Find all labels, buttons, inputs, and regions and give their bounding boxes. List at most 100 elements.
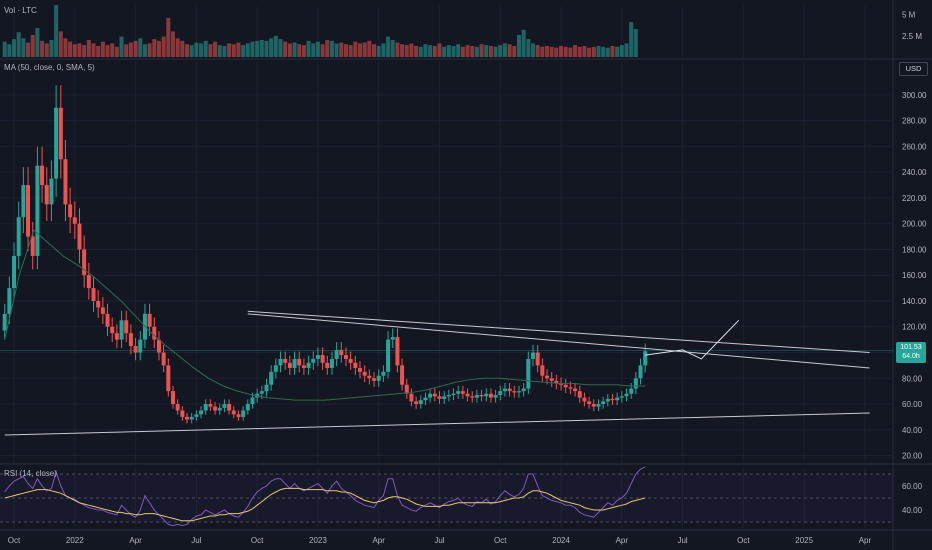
candlesticks[interactable] [2,85,648,424]
candle-body [484,393,489,397]
currency-button[interactable]: USD [899,62,928,76]
candle-body [540,365,545,376]
candle-down [488,388,493,403]
volume-bar [320,44,325,57]
candle-body [175,404,180,411]
candle-body [362,371,367,376]
candle-down [362,365,367,383]
candle-down [559,377,564,391]
volume-bar [428,45,433,57]
candle-body [147,313,152,327]
candle-down [535,344,540,373]
candle-up [278,351,283,373]
candle-body [493,395,498,398]
candle-body [58,107,63,160]
price-tick-label: 220.00 [902,194,927,203]
candle-body [311,358,316,363]
time-axis-label: Apr [372,536,385,545]
candle-up [245,399,250,415]
time-axis-label: Jul [677,536,687,545]
volume-bar [21,38,26,57]
candle-body [516,391,521,393]
bar-countdown: 64.0h [902,353,920,360]
candle-up [390,328,395,349]
candle-body [465,393,470,397]
volume-bar [381,43,386,57]
candle-up [35,146,40,270]
candle-down [287,355,292,375]
candle-down [128,324,133,355]
price-tick-label: 20.00 [902,452,923,461]
candle-up [194,410,199,421]
candle-body [619,396,624,398]
candle-body [217,407,222,411]
volume-bar [63,38,68,57]
volume-bar [241,45,246,57]
volume-bar [138,38,143,57]
volume-bar [619,45,624,57]
volume-bar [591,46,596,57]
candle-down [185,413,190,424]
volume-bar [152,39,157,57]
candle-down [110,317,115,343]
candle-body [610,398,615,401]
candle-down [372,372,377,387]
candle-body [573,388,578,392]
candle-up [381,365,386,383]
volume-bar [367,40,372,57]
candle-down [40,146,45,203]
volume-bar [278,39,283,57]
candle-body [376,375,381,381]
candle-up [521,383,526,397]
time-axis-label: Jul [434,536,444,545]
candle-down [507,383,512,397]
candle-up [49,160,54,221]
candle-body [587,401,592,405]
volume-bar [26,42,31,57]
candle-down [587,396,592,409]
candle-up [619,391,624,403]
candle-up [241,406,246,421]
candle-down [86,262,91,300]
volume-bar [245,43,250,57]
candle-up [502,383,507,397]
candle-body [502,388,507,392]
candle-up [292,351,297,375]
candle-body [334,349,339,359]
volume-bar [156,40,161,57]
candle-body [395,337,400,366]
candle-up [376,369,381,387]
time-axis-label: Oct [737,536,750,545]
candle-body [306,362,311,368]
candle-body [615,397,620,401]
candle-body [16,217,21,256]
candle-body [418,400,423,405]
volume-bar [498,45,503,57]
candle-up [21,167,26,234]
candle-up [615,392,620,406]
candle-down [409,388,414,407]
candle-down [170,385,175,409]
volume-bar [516,34,521,57]
volume-bar [362,42,367,57]
candle-down [175,399,180,415]
volume-bar [526,39,531,57]
time-axis-label: Oct [251,536,264,545]
volume-bar [72,44,77,57]
candle-up [203,399,208,415]
candle-body [110,326,115,334]
candle-body [161,352,166,366]
candle-body [264,384,269,392]
price-tick-label: 140.00 [902,297,927,306]
candle-up [199,406,204,419]
volume-bar [502,43,507,57]
volume-bar [114,46,119,57]
candle-body [320,355,325,363]
candle-body [446,395,451,397]
candle-body [292,358,297,368]
volume-bar [269,38,274,57]
candle-body [82,249,87,276]
candle-up [12,242,17,300]
time-axis-label: 2022 [66,536,84,545]
